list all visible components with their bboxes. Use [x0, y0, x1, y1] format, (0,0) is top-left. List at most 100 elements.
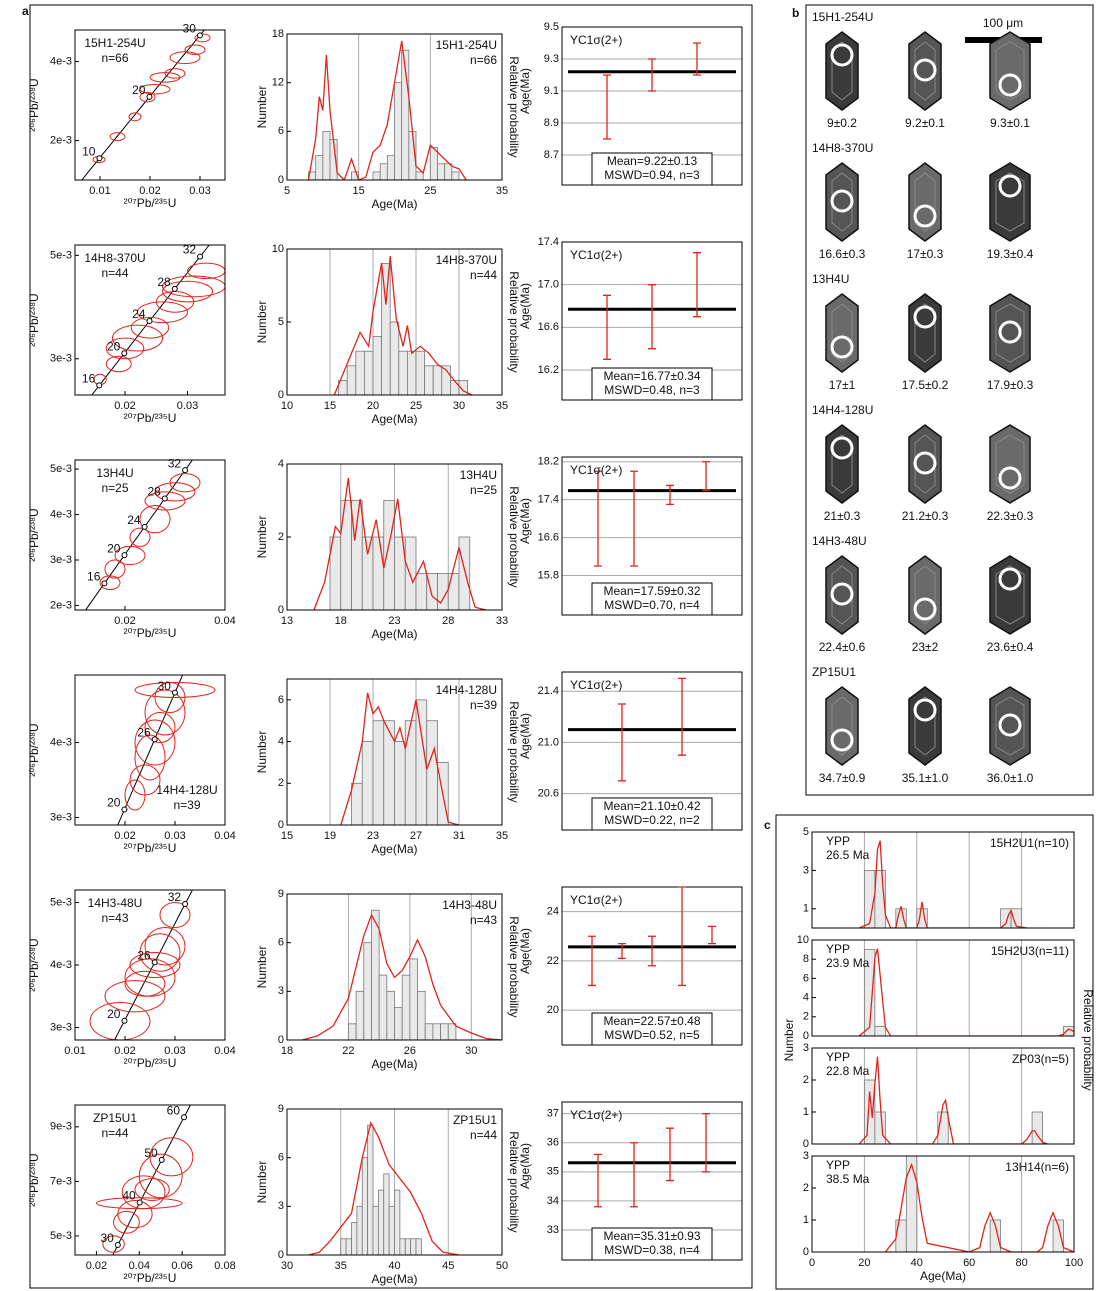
- y-tick-label: 20.6: [538, 788, 559, 800]
- bar: [424, 365, 434, 395]
- age-label: 17.9±0.3: [987, 378, 1034, 392]
- y-tick-label: 5: [803, 826, 809, 838]
- scale-bar-label: 100 μm: [983, 16, 1023, 30]
- age-marker: [151, 736, 158, 743]
- age-marker: [121, 552, 128, 559]
- y-axis-label: Age(Ma): [518, 498, 532, 544]
- y-tick-label: 37: [547, 1108, 559, 1120]
- y-tick-label: 3e-3: [50, 811, 72, 823]
- bar: [447, 1023, 457, 1040]
- age-label: 20: [107, 541, 121, 555]
- stats-box: [591, 797, 713, 831]
- x-tick-label: 22: [342, 1045, 354, 1057]
- x-tick-label: 33: [496, 615, 508, 627]
- age-label: 19.3±0.4: [987, 247, 1034, 261]
- age-marker: [158, 1156, 165, 1163]
- plot-area: [340, 692, 460, 825]
- y-tick-label: 35: [547, 1166, 559, 1178]
- y-axis-label: Number: [255, 86, 269, 129]
- y-tick-label: 0: [278, 604, 284, 616]
- ypp-age: 38.5 Ma: [826, 1172, 870, 1186]
- y2-axis-label: Relative probability: [507, 701, 521, 802]
- spot-circle: [998, 320, 1022, 344]
- plot-area: [858, 840, 1027, 928]
- error-ellipse: [124, 970, 166, 997]
- age-label: 20: [107, 796, 121, 810]
- y-tick-label: 15.8: [538, 569, 559, 581]
- x-axis-label: ²⁰⁷Pb/²³⁵U: [124, 196, 177, 210]
- y2-axis-label: Relative probability: [507, 916, 521, 1017]
- concordia-curve: [85, 460, 193, 610]
- error-ellipse: [139, 933, 181, 972]
- error-ellipse: [169, 51, 201, 65]
- x-tick-label: 23: [367, 830, 379, 842]
- error-ellipse: [112, 324, 163, 352]
- x-axis-label: Age(Ma): [371, 1272, 417, 1286]
- annotation: n=39: [173, 798, 200, 812]
- error-ellipse: [144, 712, 176, 743]
- x-axis-label: Age(Ma): [371, 842, 417, 856]
- bar: [417, 990, 426, 1040]
- grain-zoning: [831, 303, 853, 363]
- annotation: 15H2U1(n=10): [990, 836, 1069, 850]
- annotation: n=44: [470, 268, 497, 282]
- bar: [989, 1219, 1002, 1252]
- plot-area: [307, 40, 467, 180]
- bar: [449, 379, 460, 395]
- bar: [372, 336, 383, 395]
- bar: [383, 1173, 390, 1255]
- y-tick-label: 1: [803, 1106, 809, 1118]
- error-bar: [693, 42, 701, 76]
- bar: [1031, 1111, 1043, 1144]
- y-tick-label: 0: [278, 1034, 284, 1046]
- y-tick-label: 3: [278, 1200, 284, 1212]
- x-tick-label: 0.03: [164, 1045, 185, 1057]
- plot-area: [884, 1156, 1074, 1252]
- bar: [361, 741, 374, 825]
- probability-curve: [884, 1162, 1074, 1252]
- error-ellipse: [99, 575, 121, 591]
- annotation: 13H14(n=6): [1005, 1160, 1069, 1174]
- bar: [1063, 1026, 1074, 1036]
- y-tick-label: 10: [797, 934, 809, 946]
- annotation: n=43: [470, 913, 497, 927]
- bar: [451, 171, 460, 180]
- bar: [372, 720, 385, 825]
- annotation: ZP15U1: [453, 1113, 497, 1127]
- y-tick-label: 4e-3: [50, 55, 72, 67]
- bar: [905, 1156, 918, 1252]
- spot-circle: [830, 43, 854, 67]
- x-tick-label: 13: [281, 615, 293, 627]
- plot-frame: [286, 893, 503, 1041]
- error-ellipse: [117, 1199, 153, 1229]
- panel-label: a: [22, 4, 29, 18]
- y-tick-label: 7e-3: [50, 1175, 72, 1187]
- y2-axis-label: Relative probability: [507, 271, 521, 372]
- y-tick-label: 0: [803, 1030, 809, 1042]
- y-tick-label: 5e-3: [50, 463, 72, 475]
- stats-box: [591, 367, 713, 401]
- bar: [383, 500, 395, 610]
- spot-circle: [913, 305, 937, 329]
- plot-area: [95, 1105, 194, 1255]
- error-ellipse: [159, 902, 191, 928]
- y-tick-label: 16.6: [538, 531, 559, 543]
- x-tick-label: 40: [911, 1257, 923, 1269]
- bar: [394, 741, 406, 825]
- error-bar: [618, 703, 626, 782]
- age-label: 36.0±1.0: [987, 771, 1034, 785]
- spot-circle: [830, 728, 854, 752]
- age-label: 24: [132, 307, 146, 321]
- bar: [394, 1007, 403, 1040]
- spot-circle: [913, 597, 937, 621]
- x-tick-label: 18: [335, 615, 347, 627]
- age-marker: [182, 467, 189, 474]
- mswd-label: MSWD=0.70, n=4: [604, 598, 700, 612]
- age-marker: [171, 285, 178, 292]
- x-axis-label: Age(Ma): [371, 1057, 417, 1071]
- ypp-age: 22.8 Ma: [826, 1064, 870, 1078]
- y-axis-label: ²⁰⁶Pb/²³⁸U: [27, 938, 41, 991]
- sample-label: ZP15U1: [812, 665, 856, 679]
- x-tick-label: 20: [367, 400, 379, 412]
- annotation: 15H1-254U: [84, 36, 145, 50]
